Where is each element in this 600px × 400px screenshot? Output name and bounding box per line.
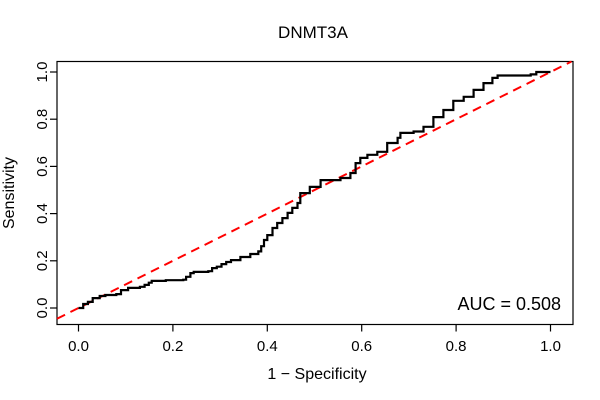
plot-box	[56, 60, 574, 326]
x-axis-tick-label: 1.0	[540, 338, 561, 355]
roc-curve	[78, 70, 551, 310]
y-axis-tick-label: 0.6	[34, 156, 51, 177]
x-axis-tick-label: 0.8	[446, 338, 467, 355]
chart-title: DNMT3A	[278, 23, 349, 42]
y-axis-tick-label: 0.8	[34, 109, 51, 130]
y-axis-label: Sensitivity	[1, 157, 18, 229]
x-axis-tick-label: 0.6	[351, 338, 372, 355]
axes: 0.0 0.2 0.4 0.6 0.8 1.0 0.0 0.2 0.4 0.6 0.8 1.0	[34, 60, 574, 355]
y-axis-tick-label: 0.2	[34, 250, 51, 271]
x-axis-tick-label: 0.0	[68, 338, 89, 355]
x-axis-label: 1 − Specificity	[267, 366, 366, 383]
x-axis-tick-label: 0.4	[257, 338, 278, 355]
y-axis-tick-label: 0.0	[34, 298, 51, 319]
x-axis-tick-label: 0.2	[162, 338, 183, 355]
y-axis-tick-label: 1.0	[34, 62, 51, 83]
auc-annotation: AUC = 0.508	[457, 294, 561, 314]
chance-diagonal-line	[56, 60, 572, 320]
series	[56, 60, 572, 320]
y-axis-tick-label: 0.4	[34, 203, 51, 224]
